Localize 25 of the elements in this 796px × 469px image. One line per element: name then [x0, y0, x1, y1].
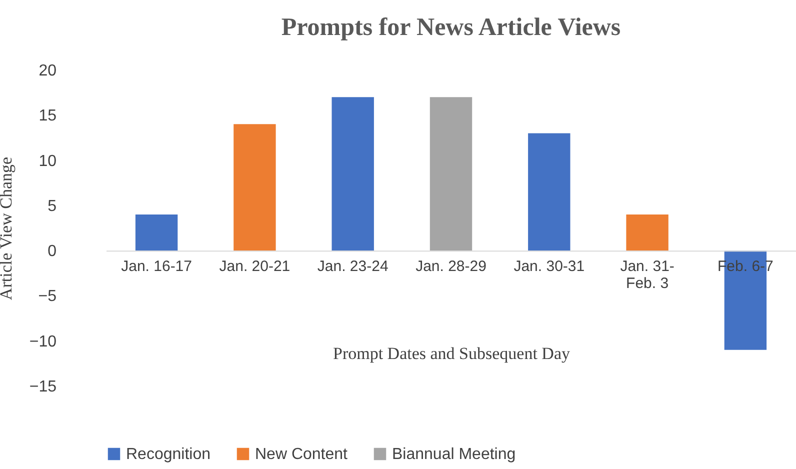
x-tick-label: Jan. 23-24	[317, 258, 388, 276]
x-tick-label: Jan. 30-31	[514, 258, 585, 276]
bar	[430, 97, 472, 251]
bar	[234, 124, 276, 251]
y-tick-label: 10	[38, 152, 57, 170]
y-tick-label: −5	[38, 288, 57, 306]
x-tick-label: Jan. 16-17	[121, 258, 192, 276]
y-tick-label: −10	[29, 333, 57, 350]
bar	[528, 133, 570, 251]
x-tick-label: Jan. 31- Feb. 3	[620, 258, 674, 292]
chart-title: Prompts for News Article Views	[281, 14, 621, 41]
bar	[332, 97, 374, 251]
y-tick-label: 0	[48, 243, 57, 260]
legend-label: Biannual Meeting	[392, 446, 516, 463]
bar	[135, 214, 178, 251]
x-tick-label: Jan. 20-21	[219, 258, 290, 276]
y-tick-label: 5	[48, 198, 57, 215]
legend-label: New Content	[255, 446, 348, 463]
x-axis-title: Prompt Dates and Subsequent Day	[332, 344, 571, 364]
bar	[626, 214, 668, 251]
y-tick-label: 15	[38, 108, 57, 125]
legend-label: Recognition	[126, 446, 210, 463]
x-tick-label: Jan. 28-29	[416, 258, 486, 276]
y-tick-label: 20	[38, 62, 57, 80]
y-tick-label: −15	[29, 378, 57, 396]
